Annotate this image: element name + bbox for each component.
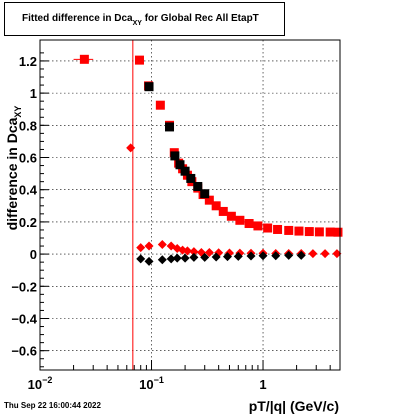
x-tick-label-base: 1 xyxy=(259,377,266,392)
y-tick-label: 0.8 xyxy=(19,118,37,133)
square-marker xyxy=(134,55,144,65)
square-marker xyxy=(314,227,324,237)
x-axis-label: pT/|q| (GeV/c) xyxy=(249,398,339,414)
x-tick-label-exponent: −1 xyxy=(154,375,164,385)
diamond-marker xyxy=(144,256,154,266)
x-tick-label: 10−1 xyxy=(139,375,164,392)
square-marker xyxy=(193,181,203,191)
y-axis-label-main: difference in Dca xyxy=(4,117,20,230)
diamond-marker xyxy=(211,252,221,262)
square-marker xyxy=(79,54,89,64)
y-tick-label: 0.4 xyxy=(19,183,38,198)
square-marker xyxy=(333,227,343,237)
diamond-marker xyxy=(189,247,199,257)
x-tick-label: 1 xyxy=(259,377,266,392)
grid-lines xyxy=(39,40,340,370)
diamond-marker xyxy=(284,250,294,260)
square-marker xyxy=(304,227,314,237)
diamond-marker xyxy=(332,249,342,259)
tick-labels: 10−2 10−1 1−0.6−0.4−0.200.20.40.60.811.2 xyxy=(11,54,266,392)
x-tick-label: 10−2 xyxy=(28,375,53,392)
square-marker xyxy=(186,173,196,183)
diamond-marker xyxy=(258,251,268,261)
chart-title-suffix: for Global Rec All EtapT xyxy=(142,13,259,24)
diamond-marker xyxy=(320,249,330,259)
chart-title-subscript: XY xyxy=(133,20,143,27)
y-tick-label: −0.6 xyxy=(11,344,37,359)
diamond-marker xyxy=(271,251,281,261)
axis-ticks xyxy=(39,52,331,370)
square-marker xyxy=(144,82,154,92)
square-marker xyxy=(253,221,263,231)
diamond-marker xyxy=(308,249,318,259)
x-tick-label-base: 10 xyxy=(139,377,153,392)
diamond-marker xyxy=(166,254,176,264)
diamond-marker xyxy=(222,252,232,262)
y-axis-label-sub: XY xyxy=(13,106,23,118)
square-marker xyxy=(200,189,210,199)
square-marker xyxy=(284,225,294,235)
chart-title-prefix: Fitted difference in Dca xyxy=(22,13,133,24)
diamond-marker xyxy=(126,143,136,153)
y-tick-label: −0.4 xyxy=(11,311,37,326)
square-marker xyxy=(211,201,221,211)
square-marker xyxy=(170,151,180,161)
y-tick-label: 1 xyxy=(30,86,37,101)
y-tick-label: 0 xyxy=(30,247,37,262)
diamond-marker xyxy=(180,253,190,263)
chart-title: Fitted difference in DcaXY for Global Re… xyxy=(22,13,259,27)
y-tick-label: −0.2 xyxy=(11,279,37,294)
square-marker xyxy=(155,100,165,110)
square-marker xyxy=(204,195,214,205)
diamond-marker xyxy=(172,253,182,263)
diamond-marker xyxy=(136,243,146,253)
diamond-marker xyxy=(157,255,167,265)
y-tick-label: 0.6 xyxy=(19,151,37,166)
square-marker xyxy=(235,215,245,225)
diamond-marker xyxy=(136,254,146,264)
diamond-marker xyxy=(296,250,306,260)
diamond-marker xyxy=(189,252,199,262)
square-marker xyxy=(273,224,283,234)
diamond-marker xyxy=(200,252,210,262)
square-marker xyxy=(180,166,190,176)
y-tick-label: 0.2 xyxy=(19,215,37,230)
square-marker xyxy=(263,223,273,233)
data-marks xyxy=(73,54,343,266)
diamond-marker xyxy=(182,246,192,256)
square-marker xyxy=(294,226,304,236)
diamond-marker xyxy=(233,251,243,261)
timestamp: Thu Sep 22 16:00:44 2022 xyxy=(4,401,101,410)
y-axis-label: difference in DcaXY xyxy=(4,106,23,231)
square-marker xyxy=(226,211,236,221)
diamond-marker xyxy=(246,251,256,261)
square-marker xyxy=(218,206,228,216)
y-tick-label: 1.2 xyxy=(19,54,37,69)
chart-title-box: Fitted difference in DcaXY for Global Re… xyxy=(4,2,285,36)
x-tick-label-base: 10 xyxy=(28,377,42,392)
diamond-marker xyxy=(157,239,167,249)
square-marker xyxy=(175,160,185,170)
diamond-marker xyxy=(204,247,214,257)
square-marker xyxy=(244,219,254,229)
square-marker xyxy=(325,227,335,237)
diamond-marker xyxy=(144,241,154,251)
x-tick-label-exponent: −2 xyxy=(42,375,52,385)
plot-frame xyxy=(39,39,341,371)
square-marker xyxy=(165,122,175,132)
